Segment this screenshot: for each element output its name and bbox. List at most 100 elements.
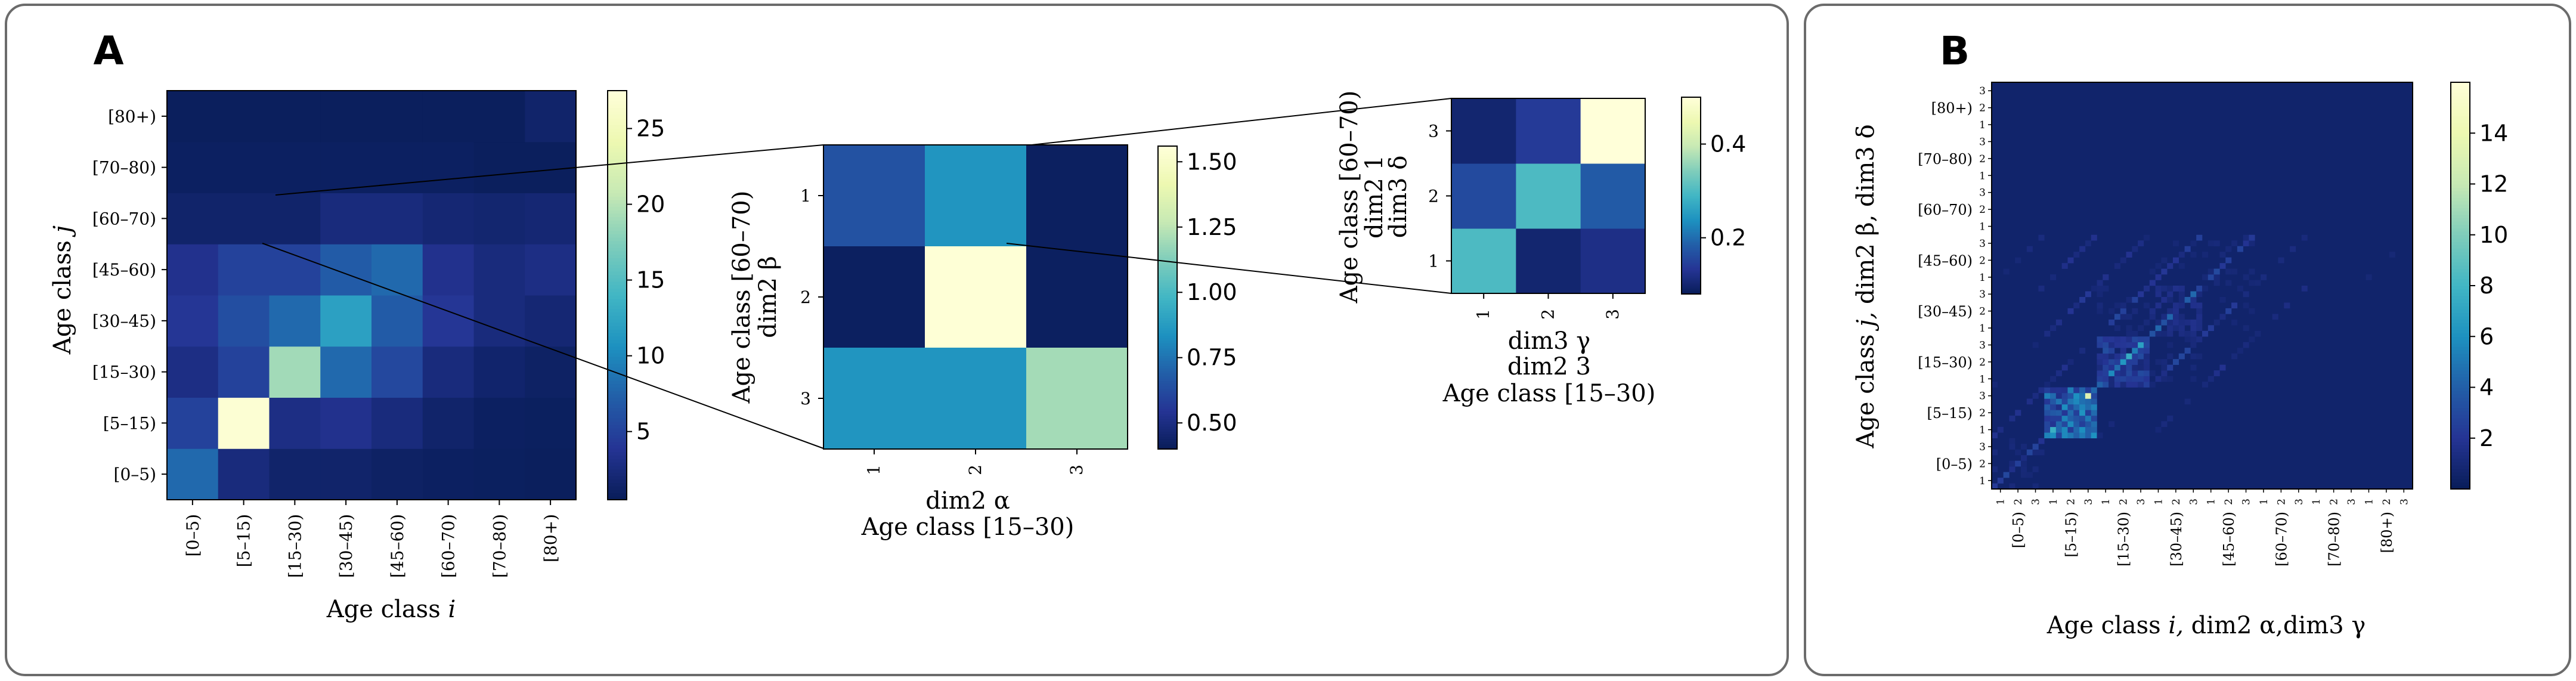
zoom3-colorbar-step xyxy=(1682,140,1701,142)
b-cell xyxy=(2272,314,2278,320)
main-colorbar-step xyxy=(608,261,627,265)
b-cell xyxy=(2079,410,2086,416)
b-colorbar-step xyxy=(2451,411,2470,415)
b-cell xyxy=(2167,314,2174,320)
b-colorbar-step xyxy=(2451,177,2470,181)
zoom2-colorbar-step xyxy=(1158,310,1177,313)
b-xtick-label: 1 xyxy=(2363,499,2375,505)
b-ytick-major-label: [70–80) xyxy=(1918,151,1973,168)
b-colorbar-step xyxy=(2451,326,2470,330)
zoom2-colorbar-step xyxy=(1158,247,1177,250)
b-ytick-major-label: [15–30) xyxy=(1918,354,1973,371)
main-xtick-label: [5–15) xyxy=(234,514,254,567)
heatmap-cell xyxy=(218,295,270,347)
b-cell xyxy=(2067,308,2074,314)
zoom3-colorbar-step xyxy=(1682,259,1701,262)
b-xtick-label: 2 xyxy=(2065,499,2077,505)
main-colorbar-step xyxy=(608,128,627,132)
b-cell xyxy=(2178,325,2185,332)
b-colorbar-label: 4 xyxy=(2479,374,2494,401)
b-cell xyxy=(2249,268,2255,275)
main-ytick-label: [45–60) xyxy=(92,260,156,280)
b-colorbar-step xyxy=(2451,407,2470,411)
b-colorbar-step xyxy=(2451,197,2470,202)
zoom2-colorbar-step xyxy=(1158,295,1177,298)
connector-line xyxy=(1031,98,1452,146)
b-ytick-label: 1 xyxy=(1979,272,1986,284)
heatmap-cell xyxy=(525,448,577,500)
b-colorbar-label: 14 xyxy=(2479,120,2508,146)
b-ytick-label: 3 xyxy=(1979,136,1986,148)
b-cell xyxy=(2061,432,2068,439)
b-cell xyxy=(2243,291,2249,298)
b-colorbar-step xyxy=(2451,92,2470,97)
b-cell xyxy=(2091,404,2097,410)
main-colorbar-step xyxy=(608,322,627,327)
zoom3-colorbar-step xyxy=(1682,256,1701,259)
b-ytick-label: 3 xyxy=(1979,339,1986,351)
heatmap-cell xyxy=(218,346,270,398)
zoom3-cell xyxy=(1580,163,1646,229)
zoom2-colorbar-step xyxy=(1158,386,1177,389)
b-cell xyxy=(2132,348,2138,354)
b-cell xyxy=(2126,314,2132,320)
zoom2-colorbar-step xyxy=(1158,204,1177,208)
heatmap-cell xyxy=(525,244,577,296)
main-colorbar-step xyxy=(608,370,627,374)
b-cell xyxy=(2132,246,2138,252)
b-colorbar-step xyxy=(2451,468,2470,473)
b-colorbar-step xyxy=(2451,465,2470,469)
b-cell xyxy=(2249,280,2255,286)
b-cell xyxy=(2103,336,2109,343)
b-cell xyxy=(2161,319,2168,326)
main-colorbar-step xyxy=(608,459,627,463)
b-colorbar-step xyxy=(2451,170,2470,175)
zoom2-colorbar-step xyxy=(1158,214,1177,218)
main-colorbar-step xyxy=(608,332,627,337)
zoom2-colorbar-step xyxy=(1158,292,1177,296)
b-cell xyxy=(2079,387,2086,394)
zoom2-colorbar-step xyxy=(1158,327,1177,331)
b-cell xyxy=(2301,234,2308,241)
connector-line xyxy=(275,144,824,196)
zoom3-colorbar-step xyxy=(1682,240,1701,242)
zoom3-colorbar-step xyxy=(1682,197,1701,200)
b-colorbar-step xyxy=(2451,275,2470,280)
b-cell xyxy=(2172,314,2179,320)
heatmap-cell xyxy=(218,91,270,143)
b-xtick-label: 3 xyxy=(2135,499,2147,505)
zoom2-colorbar-step xyxy=(1158,401,1177,404)
b-cell xyxy=(2161,296,2168,303)
b-ytick-major-label: [0–5) xyxy=(1936,456,1973,472)
zoom3-colorbar-step xyxy=(1682,282,1701,285)
b-cell xyxy=(2225,280,2232,286)
zoom2-colorbar-step xyxy=(1158,272,1177,276)
b-colorbar-step xyxy=(2451,143,2470,147)
main-colorbar-step xyxy=(608,462,627,466)
main-colorbar-step xyxy=(608,213,627,218)
b-cell xyxy=(2184,330,2191,337)
zoom3-colorbar-step xyxy=(1682,130,1701,132)
main-colorbar-step xyxy=(608,203,627,207)
zoom2-xlabel: dim2 α xyxy=(925,487,1010,515)
zoom3-colorbar-step xyxy=(1682,157,1701,160)
b-cell xyxy=(2213,370,2220,376)
main-colorbar-step xyxy=(608,189,627,194)
zoom2-colorbar-step xyxy=(1158,317,1177,321)
b-xtick-label: 3 xyxy=(2083,499,2095,505)
b-cell xyxy=(2213,280,2220,286)
zoom3-xlabel3: Age class [15–30) xyxy=(1442,380,1656,407)
b-ytick-major-label: [80+) xyxy=(1931,100,1973,117)
b-colorbar-step xyxy=(2451,184,2470,188)
zoom2-colorbar-step xyxy=(1158,446,1177,450)
zoom2-colorbar-step xyxy=(1158,300,1177,304)
main-colorbar-step xyxy=(608,237,627,242)
zoom3-colorbar-step xyxy=(1682,258,1701,260)
zoom2-cell xyxy=(1026,348,1128,450)
zoom3-colorbar-step xyxy=(1682,212,1701,214)
b-xtick-major-label: [60–70) xyxy=(2273,512,2290,567)
zoom2-colorbar-step xyxy=(1158,186,1177,190)
b-colorbar-step xyxy=(2451,244,2470,249)
heatmap-cell xyxy=(525,91,577,143)
heatmap-cell xyxy=(167,346,219,398)
